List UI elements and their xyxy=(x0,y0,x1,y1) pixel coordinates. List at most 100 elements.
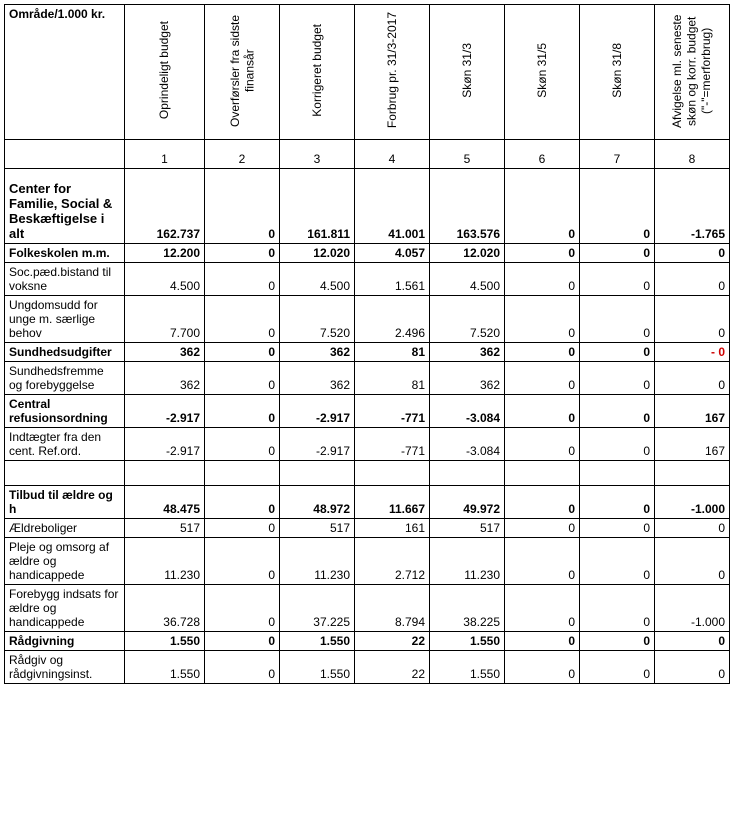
cell: -771 xyxy=(355,428,430,461)
row-label: Folkeskolen m.m. xyxy=(5,244,125,263)
cell: 0 xyxy=(580,651,655,684)
cell: -1.765 xyxy=(655,169,730,244)
cell: 0 xyxy=(655,632,730,651)
cell: 162.737 xyxy=(125,169,205,244)
cell: 362 xyxy=(280,362,355,395)
table-row: Center for Familie, Social & Beskæftigel… xyxy=(5,169,730,244)
cell: 38.225 xyxy=(430,585,505,632)
cell: 362 xyxy=(280,343,355,362)
cell: 1.550 xyxy=(430,651,505,684)
row-label: Pleje og omsorg af ældre og handicappede xyxy=(5,538,125,585)
cell: 0 xyxy=(505,538,580,585)
cell: 0 xyxy=(580,362,655,395)
col-header: Oprindeligt budget xyxy=(125,5,205,140)
cell: 11.230 xyxy=(280,538,355,585)
row-label: Center for Familie, Social & Beskæftigel… xyxy=(5,169,125,244)
cell: -1.000 xyxy=(655,585,730,632)
cell: 0 xyxy=(655,362,730,395)
col-header: Afvigelse ml. seneste skøn og korr. budg… xyxy=(655,5,730,140)
cell: 0 xyxy=(655,296,730,343)
cell: 0 xyxy=(505,428,580,461)
table-row: Ældreboliger5170517161517000 xyxy=(5,519,730,538)
cell: 4.500 xyxy=(430,263,505,296)
col-number: 5 xyxy=(430,140,505,169)
cell: 36.728 xyxy=(125,585,205,632)
table-row: Tilbud til ældre og h48.475048.97211.667… xyxy=(5,486,730,519)
cell: 0 xyxy=(580,395,655,428)
cell: 81 xyxy=(355,362,430,395)
cell: 362 xyxy=(430,362,505,395)
cell: 0 xyxy=(205,169,280,244)
cell: 517 xyxy=(280,519,355,538)
cell: 4.057 xyxy=(355,244,430,263)
cell: 0 xyxy=(505,395,580,428)
cell: 0 xyxy=(505,244,580,263)
cell: 0 xyxy=(655,263,730,296)
cell: 0 xyxy=(580,244,655,263)
cell: 1.561 xyxy=(355,263,430,296)
table-row: Pleje og omsorg af ældre og handicappede… xyxy=(5,538,730,585)
cell: 49.972 xyxy=(430,486,505,519)
cell: 0 xyxy=(580,585,655,632)
cell: 0 xyxy=(205,632,280,651)
row-label: Indtægter fra den cent. Ref.ord. xyxy=(5,428,125,461)
budget-table: Område/1.000 kr. Oprindeligt budget Over… xyxy=(4,4,730,684)
cell: 7.520 xyxy=(430,296,505,343)
cell: 11.230 xyxy=(125,538,205,585)
cell: 0 xyxy=(505,296,580,343)
cell: 4.500 xyxy=(280,263,355,296)
cell: 48.475 xyxy=(125,486,205,519)
cell: 48.972 xyxy=(280,486,355,519)
cell: 7.520 xyxy=(280,296,355,343)
cell: -2.917 xyxy=(280,395,355,428)
cell: 0 xyxy=(505,519,580,538)
col-header: Forbrug pr. 31/3-2017 xyxy=(355,5,430,140)
cell: - 0 xyxy=(655,343,730,362)
col-number: 7 xyxy=(580,140,655,169)
cell: 161 xyxy=(355,519,430,538)
cell: 362 xyxy=(125,362,205,395)
cell: 0 xyxy=(580,632,655,651)
table-row: Central refusionsordning-2.9170-2.917-77… xyxy=(5,395,730,428)
cell: 0 xyxy=(205,519,280,538)
cell: 0 xyxy=(205,343,280,362)
col-number: 1 xyxy=(125,140,205,169)
cell: 0 xyxy=(655,538,730,585)
col-number-row: 1 2 3 4 5 6 7 8 xyxy=(5,140,730,169)
cell: 517 xyxy=(125,519,205,538)
cell: 0 xyxy=(205,486,280,519)
row-label: Tilbud til ældre og h xyxy=(5,486,125,519)
cell: 0 xyxy=(205,296,280,343)
table-row: Forebygg indsats for ældre og handicappe… xyxy=(5,585,730,632)
table-row: Folkeskolen m.m.12.200012.0204.05712.020… xyxy=(5,244,730,263)
cell: 0 xyxy=(505,585,580,632)
header-row: Område/1.000 kr. Oprindeligt budget Over… xyxy=(5,5,730,140)
cell: 0 xyxy=(580,486,655,519)
cell: 41.001 xyxy=(355,169,430,244)
area-header: Område/1.000 kr. xyxy=(5,5,125,140)
cell: 1.550 xyxy=(280,651,355,684)
cell: 1.550 xyxy=(280,632,355,651)
cell: 0 xyxy=(205,538,280,585)
col-header: Overførsler fra sidste finansår xyxy=(205,5,280,140)
cell: 0 xyxy=(655,651,730,684)
cell: 163.576 xyxy=(430,169,505,244)
table-body: Center for Familie, Social & Beskæftigel… xyxy=(5,169,730,684)
cell: 0 xyxy=(580,296,655,343)
cell: 2.496 xyxy=(355,296,430,343)
cell: 12.020 xyxy=(430,244,505,263)
col-header: Skøn 31/8 xyxy=(580,5,655,140)
cell: 167 xyxy=(655,428,730,461)
cell: 517 xyxy=(430,519,505,538)
cell: 0 xyxy=(655,519,730,538)
row-label: Central refusionsordning xyxy=(5,395,125,428)
cell: 0 xyxy=(205,651,280,684)
row-label: Forebygg indsats for ældre og handicappe… xyxy=(5,585,125,632)
col-header: Skøn 31/5 xyxy=(505,5,580,140)
table-row: Sundhedsudgifter36203628136200- 0 xyxy=(5,343,730,362)
cell: 12.200 xyxy=(125,244,205,263)
col-number: 6 xyxy=(505,140,580,169)
cell: 0 xyxy=(580,343,655,362)
spacer-row xyxy=(5,461,730,486)
cell: -2.917 xyxy=(125,428,205,461)
